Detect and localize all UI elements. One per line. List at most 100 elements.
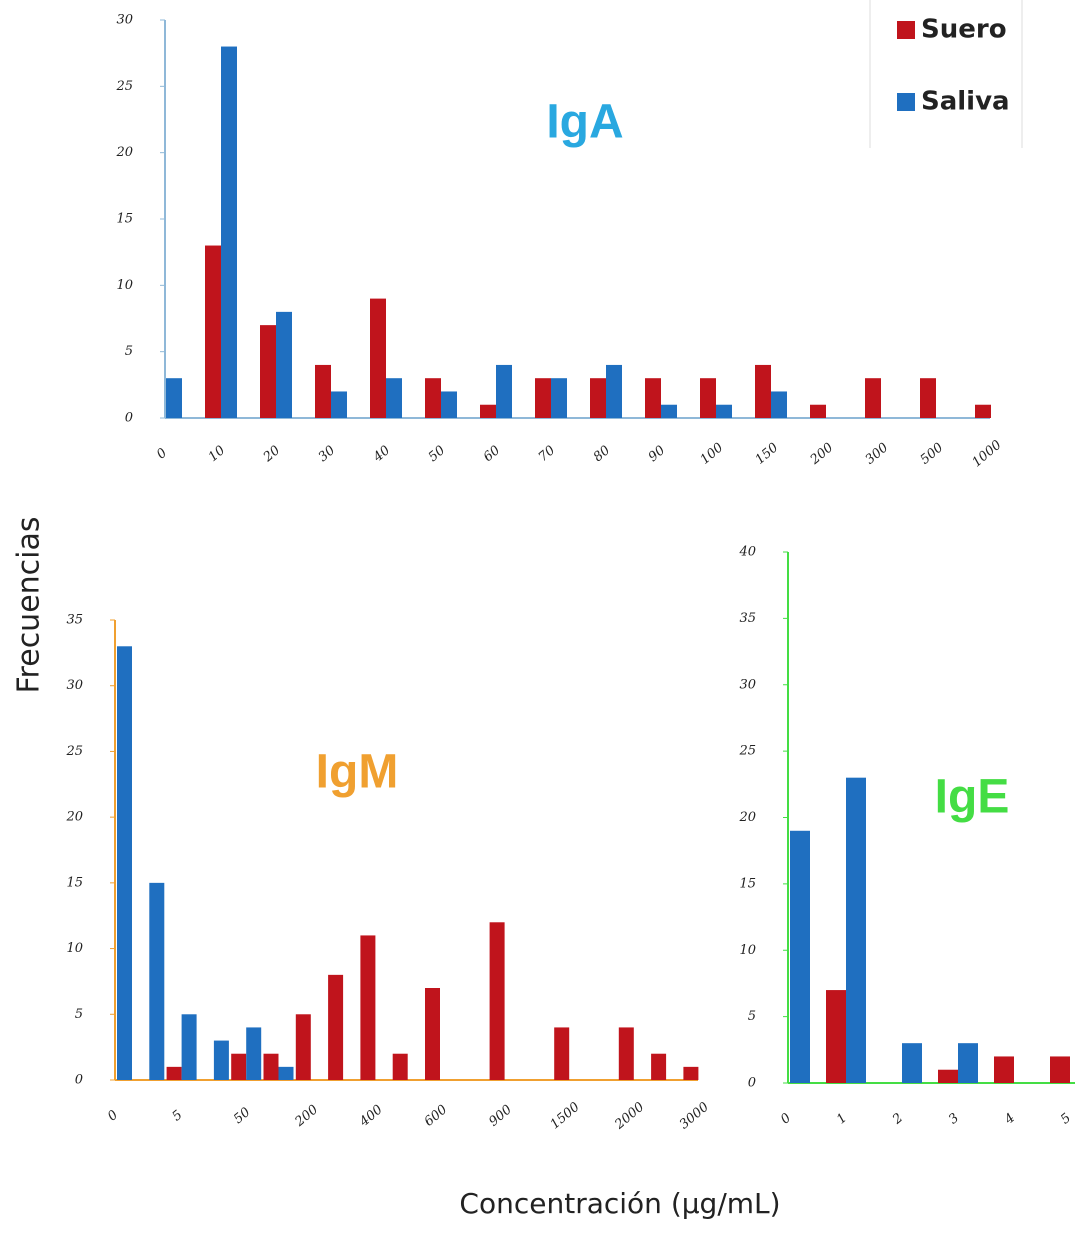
- bar: [480, 404, 496, 418]
- bar: [386, 378, 402, 418]
- bar: [535, 378, 551, 418]
- legend-swatch: [897, 93, 915, 111]
- bar: [790, 830, 810, 1083]
- x-tick-label: 20: [260, 443, 283, 466]
- bar: [360, 935, 376, 1080]
- y-tick-label: 20: [65, 810, 83, 825]
- bar: [771, 391, 787, 418]
- y-tick-label: 5: [748, 1009, 756, 1024]
- x-tick-label: 10: [206, 443, 228, 465]
- y-tick-label: 0: [75, 1073, 83, 1088]
- x-tick-label: 4: [1001, 1111, 1018, 1128]
- chart-title: IgE: [935, 771, 1010, 824]
- bar: [645, 378, 661, 418]
- x-tick-label: 300: [863, 440, 892, 467]
- y-tick-label: 35: [66, 613, 83, 628]
- y-tick-label: 15: [66, 875, 83, 890]
- bar: [331, 391, 347, 418]
- x-tick-label: 2000: [612, 1100, 648, 1133]
- y-tick-label: 5: [75, 1007, 83, 1022]
- x-tick-label: 400: [356, 1102, 385, 1130]
- bar: [994, 1056, 1014, 1083]
- bar: [496, 364, 512, 418]
- x-tick-label: 2: [889, 1111, 906, 1128]
- y-tick-label: 10: [116, 278, 133, 293]
- x-tick-label: 1: [834, 1111, 850, 1128]
- x-tick-label: 3000: [677, 1100, 712, 1133]
- x-tick-label: 900: [486, 1102, 515, 1129]
- bar: [260, 325, 276, 418]
- y-tick-label: 30: [739, 677, 756, 692]
- x-tick-label: 0: [154, 446, 170, 463]
- x-tick-label: 40: [370, 443, 393, 466]
- y-tick-label: 15: [739, 876, 756, 891]
- x-tick-label: 150: [753, 440, 782, 467]
- y-tick-label: 0: [125, 411, 133, 426]
- bar: [938, 1069, 958, 1083]
- y-tick-label: 5: [125, 344, 133, 359]
- x-tick-label: 600: [422, 1102, 451, 1129]
- y-axis-label: Frecuencias: [12, 516, 47, 693]
- bar: [1050, 1056, 1070, 1083]
- x-tick-label: 0: [105, 1108, 121, 1125]
- bar: [902, 1043, 922, 1083]
- x-tick-label: 1000: [970, 438, 1005, 471]
- bar: [920, 378, 936, 418]
- bar: [263, 1053, 279, 1080]
- bar: [276, 311, 292, 418]
- bar: [683, 1066, 699, 1080]
- bar: [716, 404, 732, 418]
- bar: [551, 378, 567, 418]
- x-tick-label: 60: [481, 443, 503, 465]
- bar: [755, 364, 771, 418]
- bar: [489, 922, 505, 1080]
- y-tick-label: 30: [66, 678, 83, 693]
- y-tick-label: 25: [65, 744, 83, 759]
- x-tick-label: 1500: [548, 1100, 583, 1133]
- y-tick-label: 10: [739, 943, 756, 958]
- bar: [295, 1014, 311, 1080]
- x-tick-label: 0: [778, 1111, 794, 1128]
- y-tick-label: 25: [738, 744, 756, 759]
- bar: [166, 1066, 182, 1080]
- legend-label: Suero: [921, 15, 1007, 45]
- legend-swatch: [897, 21, 915, 39]
- x-tick-label: 80: [591, 443, 613, 465]
- bar: [618, 1027, 634, 1080]
- bar: [606, 364, 622, 418]
- bar: [315, 364, 331, 418]
- bar: [975, 404, 991, 418]
- y-tick-label: 30: [116, 13, 133, 28]
- bar: [231, 1053, 247, 1080]
- bar: [700, 378, 716, 418]
- legend-label: Saliva: [921, 87, 1010, 117]
- x-tick-label: 100: [698, 440, 727, 467]
- x-tick-label: 5: [1058, 1111, 1074, 1128]
- x-tick-label: 70: [536, 443, 558, 465]
- bar: [328, 974, 344, 1080]
- y-tick-label: 40: [738, 545, 756, 560]
- bar: [205, 245, 221, 418]
- x-tick-label: 50: [426, 443, 448, 465]
- x-tick-label: 5: [170, 1108, 186, 1125]
- y-tick-label: 20: [738, 810, 756, 825]
- bar: [958, 1043, 978, 1083]
- bar: [370, 298, 386, 418]
- bar: [846, 777, 866, 1083]
- bar: [246, 1027, 262, 1080]
- x-tick-label: 200: [292, 1102, 321, 1130]
- x-tick-label: 30: [316, 443, 338, 465]
- x-tick-label: 90: [646, 443, 668, 465]
- y-tick-label: 0: [748, 1076, 756, 1091]
- y-tick-label: 25: [115, 79, 133, 94]
- x-axis-label: Concentración (µg/mL): [459, 1187, 780, 1220]
- bar: [441, 391, 457, 418]
- bar: [865, 378, 881, 418]
- x-tick-label: 3: [946, 1111, 962, 1128]
- y-tick-label: 35: [739, 611, 756, 626]
- bar: [117, 646, 132, 1080]
- bar: [554, 1027, 570, 1080]
- bar: [651, 1053, 667, 1080]
- y-tick-label: 20: [115, 145, 133, 160]
